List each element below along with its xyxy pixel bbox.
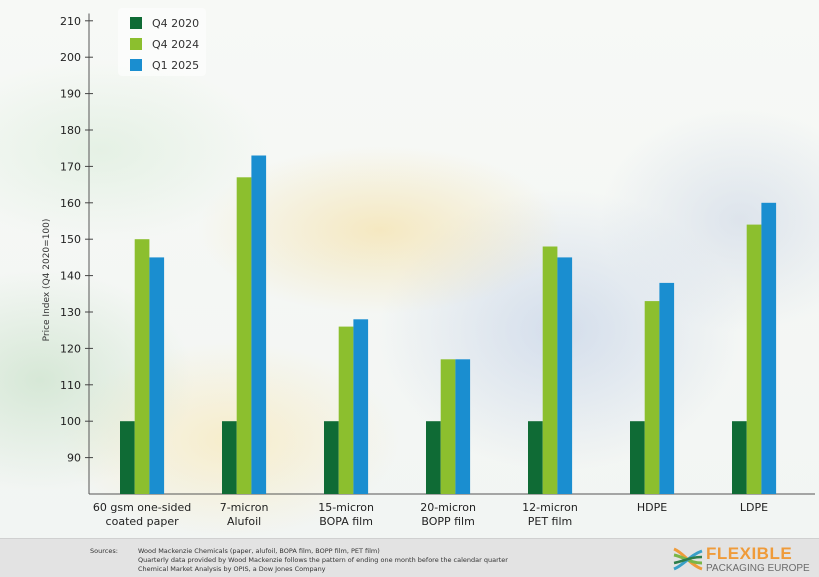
y-tick-label: 190	[60, 88, 81, 101]
legend-label: Q1 2025	[152, 59, 199, 72]
y-tick-label: 210	[60, 15, 81, 28]
bar-q1-2025	[761, 202, 777, 495]
bar-q1-2025	[659, 282, 675, 494]
y-tick-label: 160	[60, 197, 81, 210]
legend-label: Q4 2020	[152, 17, 199, 30]
bar-q1-2025	[251, 155, 267, 494]
legend-swatch	[130, 38, 142, 50]
legend-label: Q4 2024	[152, 38, 199, 51]
x-category-label: 60 gsm one-sided	[93, 501, 191, 514]
source-line: Chemical Market Analysis by OPIS, a Dow …	[138, 565, 326, 573]
bar-group	[732, 202, 777, 495]
bar-q4-2020	[222, 421, 237, 494]
source-line: Quarterly data provided by Wood Mackenzi…	[138, 556, 508, 564]
y-axis: 90 100 110 120 130 140 150 160 170 180 190 200 210	[60, 13, 93, 494]
legend: Q4 2020 Q4 2024 Q1 2025	[118, 8, 206, 76]
bar-group	[426, 359, 471, 494]
bar-q4-2024	[542, 246, 558, 494]
legend-swatch	[130, 17, 142, 29]
y-tick-label: 200	[60, 51, 81, 64]
legend-swatch	[130, 59, 142, 71]
bar-group	[120, 239, 165, 494]
y-tick-label: 140	[60, 270, 81, 283]
bar-group	[222, 155, 267, 495]
bar-q1-2025	[455, 359, 471, 494]
bar-q1-2025	[149, 257, 165, 494]
bar-group	[324, 319, 369, 494]
footer: Sources: Wood Mackenzie Chemicals (paper…	[0, 538, 819, 577]
sources-list: Wood Mackenzie Chemicals (paper, alufoil…	[138, 547, 508, 574]
bar-q4-2024	[644, 301, 660, 494]
x-category-label: BOPP film	[421, 515, 474, 528]
y-tick-label: 130	[60, 306, 81, 319]
x-category-label: 15-micron	[318, 501, 374, 514]
x-category-label: 20-micron	[420, 501, 476, 514]
logo-word-flexible: FLEXIBLE	[706, 544, 793, 563]
bar-q4-2024	[236, 177, 252, 495]
bar-group	[528, 246, 573, 494]
bar-q4-2020	[528, 421, 543, 494]
x-category-label: HDPE	[637, 501, 667, 514]
source-line: Wood Mackenzie Chemicals (paper, alufoil…	[138, 547, 380, 555]
bar-q4-2024	[746, 224, 762, 494]
y-tick-label: 180	[60, 124, 81, 137]
x-category-label: 12-micron	[522, 501, 578, 514]
bar-q4-2024	[338, 326, 354, 494]
sources-label: Sources:	[90, 547, 118, 555]
logo-ribbon-icon	[673, 547, 703, 571]
bar-q4-2020	[732, 421, 747, 494]
bar-q4-2024	[440, 359, 456, 494]
bar-q4-2020	[426, 421, 441, 494]
x-category-label: coated paper	[106, 515, 180, 528]
y-tick-label: 150	[60, 233, 81, 246]
flexible-packaging-europe-logo: FLEXIBLE PACKAGING EUROPE	[670, 543, 815, 575]
logo-word-packaging-europe: PACKAGING EUROPE	[706, 563, 810, 574]
bar-q4-2020	[324, 421, 339, 494]
bar-group	[630, 282, 675, 494]
y-tick-label: 110	[60, 379, 81, 392]
x-category-label: LDPE	[740, 501, 768, 514]
x-category-label: BOPA film	[319, 515, 373, 528]
x-category-label: 7-micron	[220, 501, 269, 514]
bars	[120, 155, 777, 495]
bar-q4-2020	[120, 421, 135, 494]
y-tick-label: 90	[67, 452, 81, 465]
y-axis-title: Price Index (Q4 2020=100)	[42, 219, 52, 342]
y-tick-label: 120	[60, 342, 81, 355]
bar-q4-2024	[134, 239, 150, 494]
bar-q1-2025	[353, 319, 369, 494]
x-category-label: PET film	[528, 515, 573, 528]
bar-chart: 90 100 110 120 130 140 150 160 170 180 190 200 210 6…	[42, 8, 815, 528]
y-tick-label: 170	[60, 160, 81, 173]
y-tick-label: 100	[60, 415, 81, 428]
x-category-label: Alufoil	[227, 515, 261, 528]
bar-q4-2020	[630, 421, 645, 494]
bar-q1-2025	[557, 257, 573, 494]
